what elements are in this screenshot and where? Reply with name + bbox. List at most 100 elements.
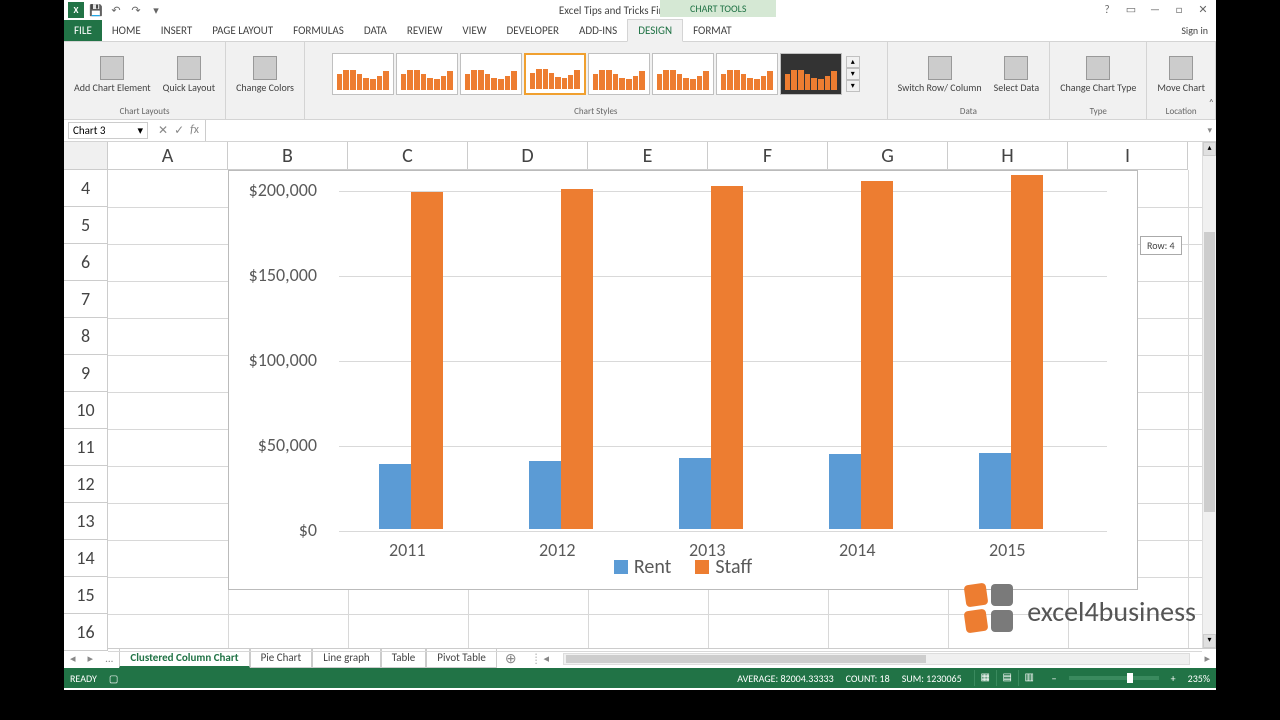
row-header-9[interactable]: 9 bbox=[64, 355, 108, 392]
column-header-A[interactable]: A bbox=[108, 142, 228, 170]
vertical-scrollbar[interactable]: ▴ ▾ bbox=[1202, 142, 1216, 648]
bar-staff-2013[interactable] bbox=[711, 186, 743, 529]
column-header-H[interactable]: H bbox=[948, 142, 1068, 170]
horizontal-scroll-thumb[interactable] bbox=[566, 655, 926, 663]
column-header-F[interactable]: F bbox=[708, 142, 828, 170]
change-colors-button[interactable]: Change Colors bbox=[232, 54, 298, 95]
add-sheet-icon[interactable]: ⊕ bbox=[497, 650, 525, 667]
horizontal-scrollbar[interactable] bbox=[563, 653, 1190, 665]
name-box[interactable]: Chart 3▾ bbox=[68, 122, 148, 139]
row-header-10[interactable]: 10 bbox=[64, 392, 108, 429]
tab-review[interactable]: REVIEW bbox=[397, 20, 453, 41]
page-break-view-icon[interactable]: ▥ bbox=[1018, 670, 1040, 686]
column-header-E[interactable]: E bbox=[588, 142, 708, 170]
close-icon[interactable]: ✕ bbox=[1194, 3, 1212, 17]
fx-icon[interactable]: fx bbox=[190, 123, 199, 138]
tab-insert[interactable]: INSERT bbox=[151, 20, 203, 41]
zoom-level[interactable]: 235% bbox=[1188, 672, 1210, 685]
chart-style-4[interactable] bbox=[524, 53, 586, 95]
switch-row-col-button[interactable]: Switch Row/ Column bbox=[894, 54, 986, 95]
sheet-nav-prev-icon[interactable]: ◂ bbox=[64, 652, 82, 665]
legend-item-staff[interactable]: Staff bbox=[695, 555, 752, 579]
chart-style-5[interactable] bbox=[588, 53, 650, 95]
help-icon[interactable]: ? bbox=[1098, 3, 1116, 17]
enter-formula-icon[interactable]: ✓ bbox=[174, 123, 184, 138]
column-header-D[interactable]: D bbox=[468, 142, 588, 170]
bar-rent-2015[interactable] bbox=[979, 453, 1011, 530]
select-data-button[interactable]: Select Data bbox=[990, 54, 1044, 95]
row-header-8[interactable]: 8 bbox=[64, 318, 108, 355]
normal-view-icon[interactable]: ▦ bbox=[974, 670, 996, 686]
tab-view[interactable]: VIEW bbox=[452, 20, 496, 41]
column-header-G[interactable]: G bbox=[828, 142, 948, 170]
column-header-I[interactable]: I bbox=[1068, 142, 1188, 170]
embedded-chart[interactable]: $0$50,000$100,000$150,000$200,0002011201… bbox=[228, 170, 1138, 590]
formula-expand-icon[interactable]: ▾ bbox=[1203, 125, 1216, 136]
bar-staff-2014[interactable] bbox=[861, 181, 893, 530]
row-header-6[interactable]: 6 bbox=[64, 244, 108, 281]
chart-style-1[interactable] bbox=[332, 53, 394, 95]
scroll-down-icon[interactable]: ▾ bbox=[1203, 634, 1216, 648]
row-header-5[interactable]: 5 bbox=[64, 207, 108, 244]
macro-record-icon[interactable]: ▢ bbox=[109, 672, 118, 685]
hscroll-right-icon[interactable]: ▸ bbox=[1198, 652, 1216, 665]
chart-style-gallery[interactable] bbox=[332, 53, 842, 95]
chart-style-6[interactable] bbox=[652, 53, 714, 95]
chart-style-8[interactable] bbox=[780, 53, 842, 95]
row-header-4[interactable]: 4 bbox=[64, 170, 108, 207]
gallery-more-button[interactable]: ▴▾▾ bbox=[846, 56, 860, 92]
change-chart-type-button[interactable]: Change Chart Type bbox=[1056, 54, 1140, 95]
row-header-12[interactable]: 12 bbox=[64, 466, 108, 503]
zoom-out-icon[interactable]: − bbox=[1052, 672, 1057, 685]
bar-staff-2012[interactable] bbox=[561, 189, 593, 529]
add-chart-element-button[interactable]: Add Chart Element bbox=[70, 54, 155, 95]
quick-layout-button[interactable]: Quick Layout bbox=[159, 54, 219, 95]
ribbon-options-icon[interactable]: ▭ bbox=[1122, 3, 1140, 17]
row-header-15[interactable]: 15 bbox=[64, 577, 108, 614]
bar-staff-2015[interactable] bbox=[1011, 175, 1043, 529]
move-chart-button[interactable]: Move Chart bbox=[1153, 54, 1209, 95]
tab-format[interactable]: FORMAT bbox=[683, 20, 741, 41]
worksheet-grid[interactable]: ABCDEFGHI 45678910111213141516 $0$50,000… bbox=[64, 142, 1216, 648]
chart-legend[interactable]: Rent Staff bbox=[229, 555, 1137, 579]
row-header-13[interactable]: 13 bbox=[64, 503, 108, 540]
undo-icon[interactable]: ↶ bbox=[108, 2, 124, 18]
bar-staff-2011[interactable] bbox=[411, 192, 443, 529]
maximize-icon[interactable]: □ bbox=[1170, 3, 1188, 17]
column-header-B[interactable]: B bbox=[228, 142, 348, 170]
vertical-scroll-thumb[interactable] bbox=[1204, 232, 1215, 512]
save-icon[interactable]: 💾 bbox=[88, 2, 104, 18]
tab-home[interactable]: HOME bbox=[102, 20, 151, 41]
bar-rent-2014[interactable] bbox=[829, 454, 861, 529]
row-header-16[interactable]: 16 bbox=[64, 614, 108, 651]
name-box-dropdown-icon[interactable]: ▾ bbox=[137, 124, 143, 137]
row-header-11[interactable]: 11 bbox=[64, 429, 108, 466]
sheet-nav-next-icon[interactable]: ▸ bbox=[82, 652, 100, 665]
chart-style-2[interactable] bbox=[396, 53, 458, 95]
qat-customize-icon[interactable]: ▾ bbox=[148, 2, 164, 18]
tab-formulas[interactable]: FORMULAS bbox=[283, 20, 354, 41]
chart-style-3[interactable] bbox=[460, 53, 522, 95]
bar-rent-2012[interactable] bbox=[529, 461, 561, 529]
zoom-in-icon[interactable]: + bbox=[1171, 672, 1176, 685]
legend-item-rent[interactable]: Rent bbox=[614, 555, 671, 579]
page-layout-view-icon[interactable]: ▤ bbox=[996, 670, 1018, 686]
redo-icon[interactable]: ↷ bbox=[128, 2, 144, 18]
select-all-corner[interactable] bbox=[64, 142, 108, 170]
formula-input[interactable] bbox=[205, 120, 1203, 141]
zoom-slider[interactable] bbox=[1069, 676, 1159, 680]
tab-page-layout[interactable]: PAGE LAYOUT bbox=[202, 20, 283, 41]
hscroll-left-icon[interactable]: ◂ bbox=[538, 652, 556, 665]
bar-rent-2013[interactable] bbox=[679, 458, 711, 529]
cancel-formula-icon[interactable]: ✕ bbox=[158, 123, 168, 138]
tab-developer[interactable]: DEVELOPER bbox=[497, 20, 569, 41]
scroll-up-icon[interactable]: ▴ bbox=[1203, 142, 1216, 156]
sheet-nav-more-icon[interactable]: ... bbox=[99, 652, 119, 665]
tab-add-ins[interactable]: ADD-INS bbox=[569, 20, 627, 41]
chart-style-7[interactable] bbox=[716, 53, 778, 95]
tab-design[interactable]: DESIGN bbox=[627, 19, 683, 42]
collapse-ribbon-icon[interactable]: ˄ bbox=[1209, 96, 1214, 109]
tab-data[interactable]: DATA bbox=[354, 20, 397, 41]
row-header-14[interactable]: 14 bbox=[64, 540, 108, 577]
column-header-C[interactable]: C bbox=[348, 142, 468, 170]
